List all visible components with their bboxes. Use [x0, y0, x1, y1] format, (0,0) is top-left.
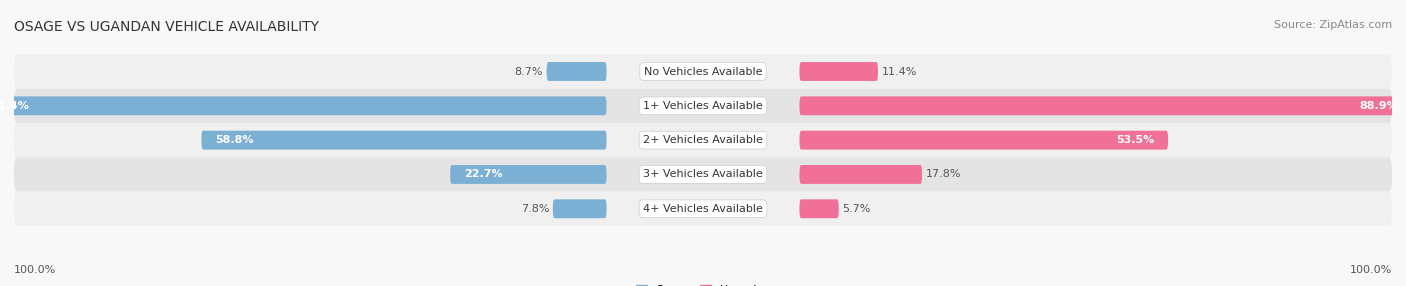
FancyBboxPatch shape [14, 54, 1392, 89]
Text: 1+ Vehicles Available: 1+ Vehicles Available [643, 101, 763, 111]
FancyBboxPatch shape [800, 199, 839, 218]
Text: 22.7%: 22.7% [464, 170, 502, 179]
FancyBboxPatch shape [800, 131, 1168, 150]
Text: 7.8%: 7.8% [520, 204, 550, 214]
Text: 8.7%: 8.7% [515, 67, 543, 76]
Text: Source: ZipAtlas.com: Source: ZipAtlas.com [1274, 20, 1392, 30]
Text: 100.0%: 100.0% [14, 265, 56, 275]
Text: 100.0%: 100.0% [1350, 265, 1392, 275]
FancyBboxPatch shape [553, 199, 606, 218]
Text: 2+ Vehicles Available: 2+ Vehicles Available [643, 135, 763, 145]
Text: 4+ Vehicles Available: 4+ Vehicles Available [643, 204, 763, 214]
Text: OSAGE VS UGANDAN VEHICLE AVAILABILITY: OSAGE VS UGANDAN VEHICLE AVAILABILITY [14, 20, 319, 34]
FancyBboxPatch shape [14, 123, 1392, 157]
Text: 58.8%: 58.8% [215, 135, 253, 145]
FancyBboxPatch shape [0, 96, 606, 115]
Text: No Vehicles Available: No Vehicles Available [644, 67, 762, 76]
Text: 3+ Vehicles Available: 3+ Vehicles Available [643, 170, 763, 179]
FancyBboxPatch shape [14, 157, 1392, 192]
FancyBboxPatch shape [14, 89, 1392, 123]
FancyBboxPatch shape [201, 131, 606, 150]
Text: 5.7%: 5.7% [842, 204, 870, 214]
FancyBboxPatch shape [800, 165, 922, 184]
FancyBboxPatch shape [800, 96, 1406, 115]
Text: 88.9%: 88.9% [1360, 101, 1398, 111]
Text: 53.5%: 53.5% [1116, 135, 1154, 145]
FancyBboxPatch shape [800, 62, 877, 81]
Text: 91.4%: 91.4% [0, 101, 30, 111]
Text: 17.8%: 17.8% [925, 170, 962, 179]
Text: 11.4%: 11.4% [882, 67, 917, 76]
FancyBboxPatch shape [547, 62, 606, 81]
FancyBboxPatch shape [14, 192, 1392, 226]
FancyBboxPatch shape [450, 165, 606, 184]
Legend: Osage, Ugandan: Osage, Ugandan [636, 285, 770, 286]
